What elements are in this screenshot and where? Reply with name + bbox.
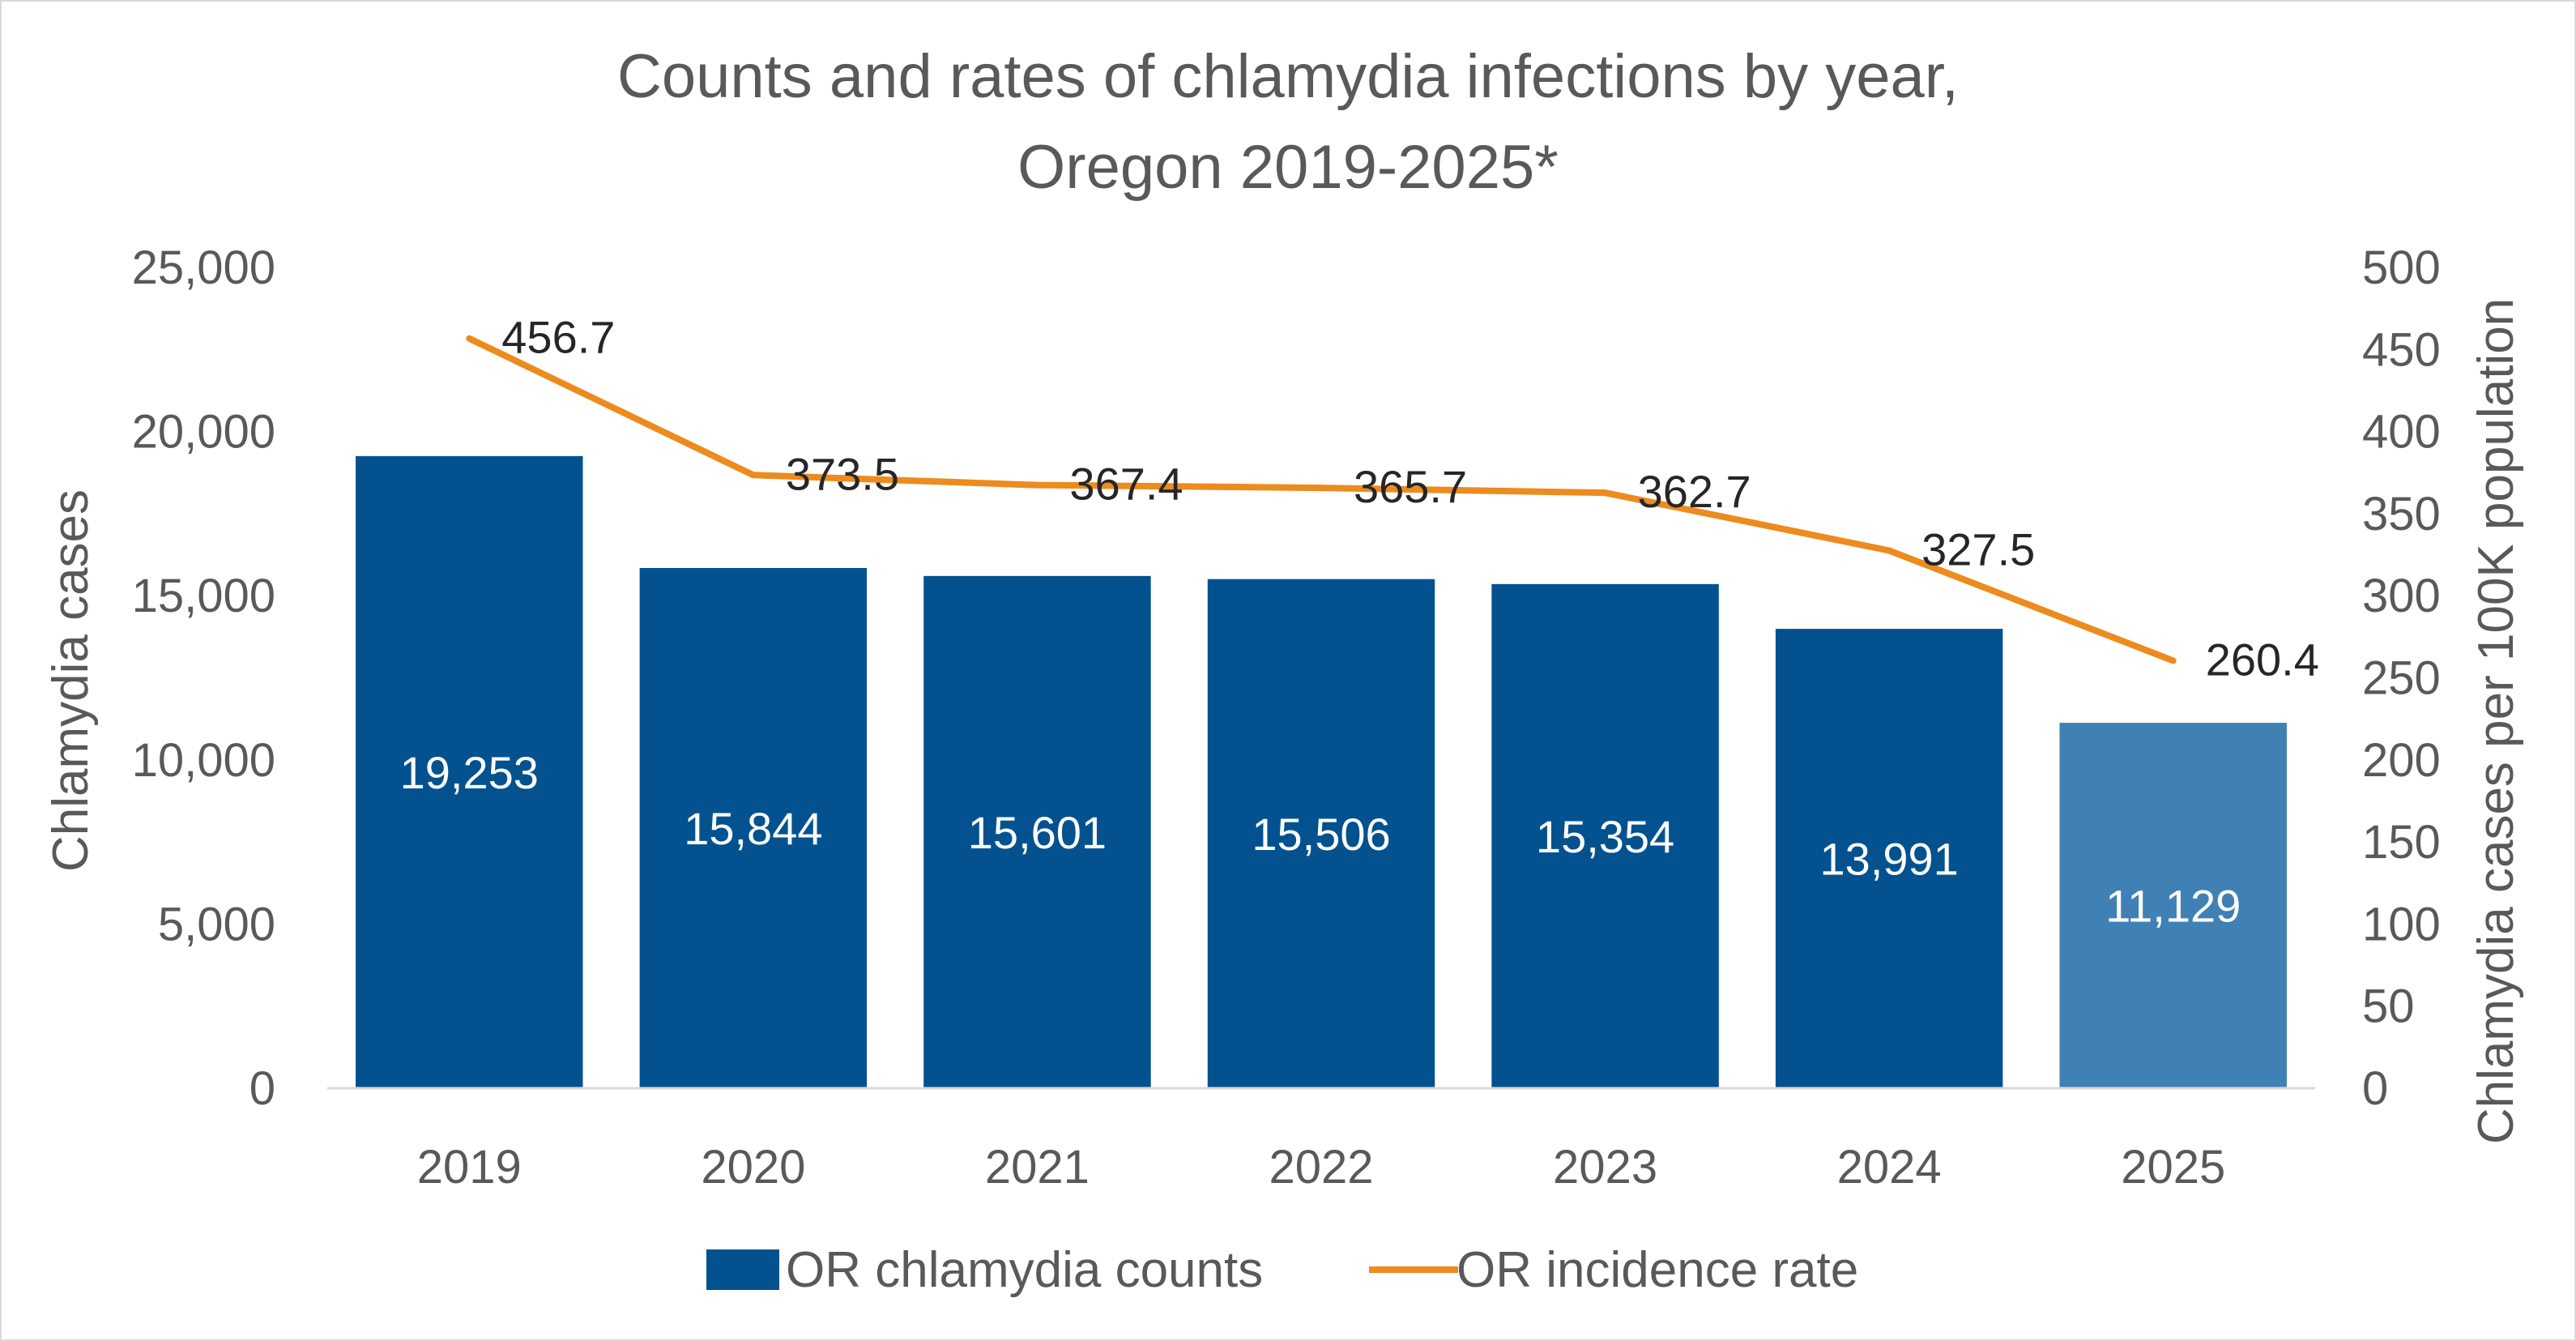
rate-point	[1318, 485, 1324, 492]
x-tick-label: 2023	[1553, 1141, 1657, 1194]
right-tick-label: 50	[2362, 980, 2415, 1033]
bar	[1207, 579, 1435, 1088]
bar	[1775, 629, 2003, 1088]
bar	[2059, 723, 2287, 1088]
right-tick-label: 200	[2362, 734, 2441, 787]
bar-value-label: 15,601	[968, 807, 1107, 858]
chart-subtitle: Oregon 2019-2025*	[1017, 133, 1559, 202]
bar-value-label: 11,129	[2105, 881, 2241, 932]
bar	[639, 568, 868, 1088]
rate-point	[2169, 657, 2177, 664]
x-tick-label: 2022	[1269, 1141, 1373, 1194]
right-tick-label: 450	[2362, 323, 2441, 376]
x-tick-label: 2019	[417, 1141, 522, 1194]
rate-point	[1601, 489, 1609, 497]
left-tick-label: 10,000	[132, 734, 275, 787]
rate-value-label: 456.7	[501, 312, 615, 363]
legend-counts-swatch	[706, 1249, 779, 1290]
bar-value-label: 13,991	[1820, 834, 1959, 885]
bar-value-label: 15,506	[1252, 809, 1390, 860]
legend: OR chlamydia counts OR incidence rate	[706, 1242, 1858, 1298]
right-tick-label: 400	[2362, 406, 2441, 459]
rate-point	[1886, 547, 1893, 554]
left-tick-label: 25,000	[132, 241, 275, 294]
bar	[356, 455, 583, 1088]
right-tick-label: 250	[2362, 652, 2441, 705]
bar-value-label: 15,844	[684, 803, 822, 854]
rate-value-label: 365.7	[1354, 461, 1467, 512]
bar	[923, 575, 1151, 1088]
right-tick-label: 150	[2362, 816, 2441, 869]
legend-counts-label: OR chlamydia counts	[786, 1242, 1263, 1298]
bar-value-label: 15,354	[1536, 811, 1674, 862]
x-tick-label: 2024	[1837, 1141, 1942, 1194]
x-tick-label: 2025	[2121, 1141, 2225, 1194]
bar	[1491, 583, 1719, 1088]
rate-value-label: 373.5	[786, 448, 899, 499]
rate-point	[1034, 481, 1041, 489]
x-tick-label: 2021	[985, 1141, 1090, 1194]
chart-title: Counts and rates of chlamydia infections…	[617, 42, 1959, 111]
left-axis-title: Chlamydia cases	[43, 489, 99, 872]
right-tick-label: 350	[2362, 488, 2441, 540]
rate-value-label: 327.5	[1921, 523, 2035, 574]
right-axis-ticks: 0 50 100 150 200 250 300 350 400 450 500	[2362, 241, 2441, 1115]
right-tick-label: 100	[2362, 898, 2441, 950]
right-tick-label: 0	[2362, 1062, 2388, 1115]
left-tick-label: 20,000	[132, 406, 275, 459]
x-tick-label: 2020	[701, 1141, 805, 1194]
left-axis-ticks: 0 5,000 10,000 15,000 20,000 25,000	[132, 241, 275, 1115]
rate-point	[466, 335, 473, 342]
legend-rate-label: OR incidence rate	[1456, 1242, 1858, 1298]
rate-value-label: 362.7	[1638, 466, 1751, 517]
rate-value-label: 367.4	[1069, 459, 1183, 510]
left-tick-label: 5,000	[158, 898, 275, 950]
rate-line-group: 456.7 373.5 367.4 365.7 362.7 327.5 260.4	[466, 312, 2319, 685]
rate-value-label: 260.4	[2206, 634, 2319, 685]
left-tick-label: 0	[249, 1062, 275, 1115]
bars-group: 19,253 15,844 15,601 15,506 15,354 13,991 11,1…	[356, 455, 2287, 1088]
x-axis-ticks: 2019 2020 2021 2022 2023 2024 2025	[417, 1141, 2225, 1194]
right-axis-title: Chlamydia cases per 100K population	[2468, 298, 2524, 1144]
right-tick-label: 500	[2362, 241, 2441, 294]
left-tick-label: 15,000	[132, 570, 275, 622]
bar-value-label: 19,253	[400, 747, 539, 798]
rate-point	[749, 472, 757, 479]
right-tick-label: 300	[2362, 570, 2441, 622]
